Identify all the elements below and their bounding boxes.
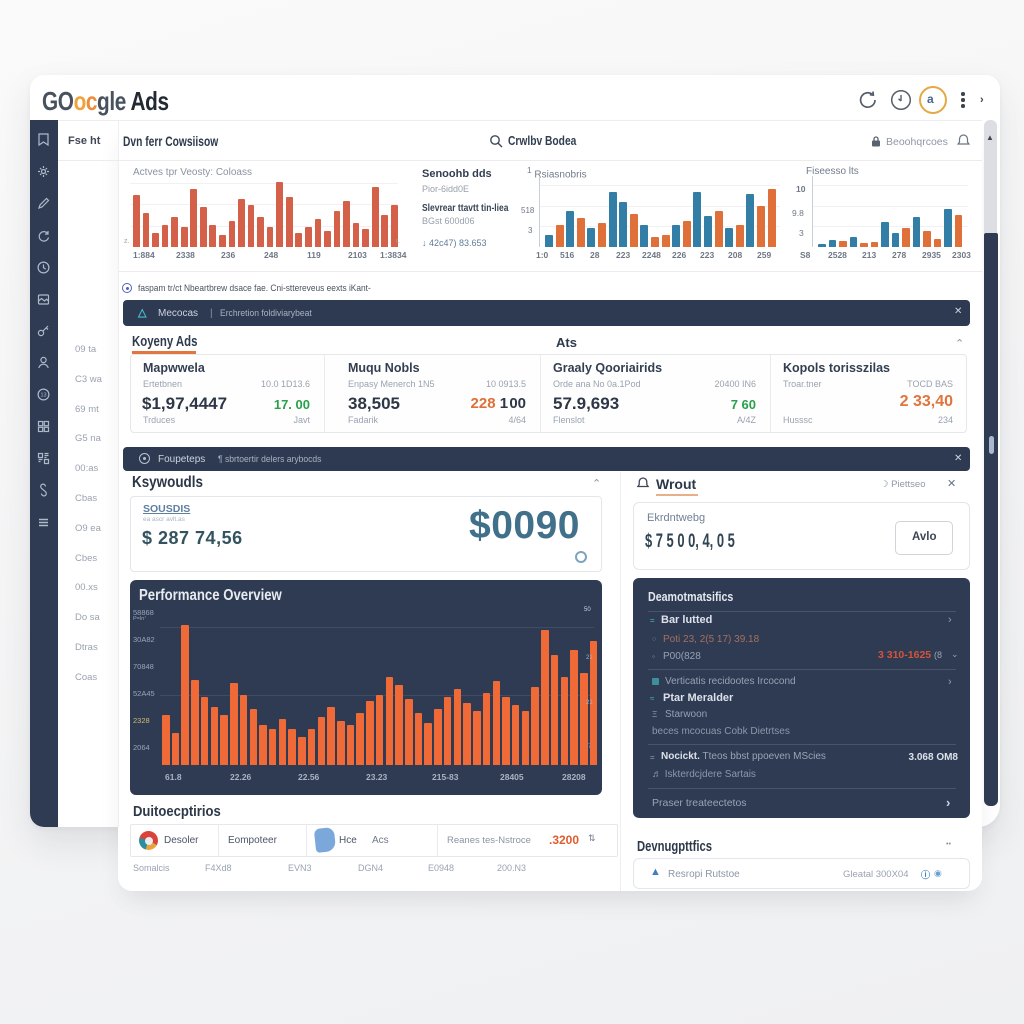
- svg-text:13: 13: [40, 393, 46, 399]
